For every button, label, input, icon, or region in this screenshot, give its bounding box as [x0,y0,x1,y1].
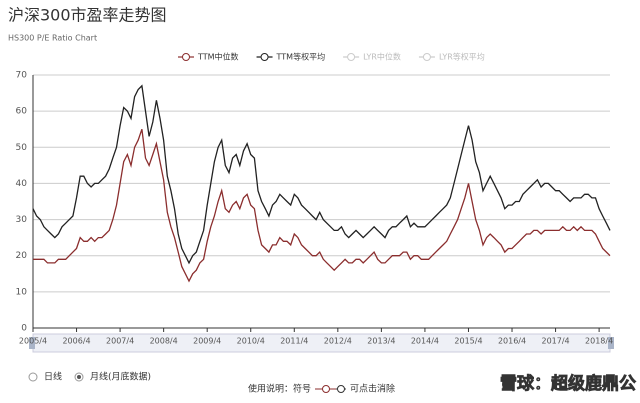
y-tick-label: 10 [16,287,28,297]
legend-item[interactable]: TTM中位数 [178,52,239,62]
y-tick-label: 40 [16,179,28,189]
x-tick-label: 2017/4 [541,337,569,346]
legend-symbol [260,53,269,61]
x-tick-label: 2018/4 [585,337,613,346]
legend-item[interactable]: LYR中位数 [343,52,401,62]
series-line [32,84,611,265]
x-tick-label: 2009/4 [193,337,221,346]
x-tick-label: 2011/4 [280,337,308,346]
radio-dot [77,375,81,379]
y-tick-label: 30 [16,215,28,225]
x-tick-label: 2013/4 [367,337,395,346]
legend-symbol [347,53,356,61]
x-tick-label: 2007/4 [106,337,134,346]
x-tick-label: 2005/4 [19,337,47,346]
x-tick-label: 2014/4 [411,337,439,346]
y-tick-label: 20 [16,251,28,261]
zoom-handle[interactable] [29,337,35,349]
legend: TTM中位数 TTM等权平均 LYR中位数 LYR等权平均 [178,52,485,62]
chart-title: 沪深300市盈率走势图 [8,6,167,25]
x-tick-label: 2008/4 [150,337,178,346]
legend-label: TTM等权平均 [276,52,326,62]
y-tick-label: 50 [16,143,28,153]
x-tick-label: 2006/4 [62,337,90,346]
radio-label[interactable]: 月线(月底数据) [90,371,151,383]
radio-label[interactable]: 日线 [44,371,62,383]
legend-item[interactable]: LYR等权平均 [418,52,485,62]
watermark: 雪球：超级鹿鼎公 [500,373,636,394]
usage-icon [337,385,345,393]
legend-item[interactable]: TTM等权平均 [256,52,326,62]
legend-symbol [422,53,431,61]
legend-label: LYR等权平均 [439,52,485,62]
x-tick-label: 2012/4 [324,337,352,346]
legend-symbol [182,53,190,61]
legend-label: LYR中位数 [363,52,401,62]
y-tick-label: 70 [16,71,28,81]
usage-icon [322,385,330,393]
series-line [33,128,611,283]
x-tick-label: 2016/4 [498,337,526,346]
usage-note: 使用说明：符号 [248,383,311,395]
x-tick-label: 2015/4 [454,337,482,346]
x-tick-label: 2010/4 [237,337,265,346]
chart-subtitle: HS300 P/E Ratio Chart [8,34,97,43]
y-tick-label: 60 [16,107,28,117]
legend-label: TTM中位数 [197,52,239,62]
radio[interactable] [28,372,38,382]
zoom-handle[interactable] [608,337,614,349]
y-tick-label: 0 [21,324,27,334]
usage-note: 可点击消除 [350,383,395,395]
